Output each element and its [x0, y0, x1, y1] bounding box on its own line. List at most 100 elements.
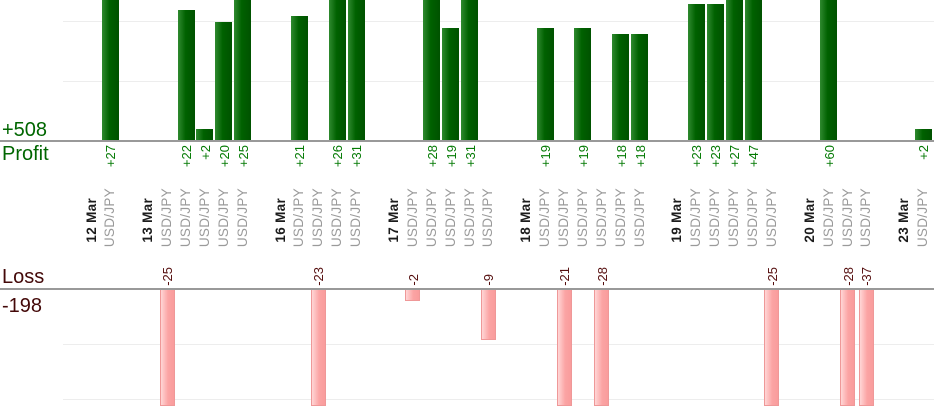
- date-label: 23 Mar: [896, 198, 912, 243]
- profit-bar: [215, 22, 233, 141]
- trade-symbol-label: USD/JPY: [159, 187, 175, 247]
- profit-bar: [612, 33, 630, 141]
- profit-bar: [442, 27, 460, 141]
- trade-value-label: -37: [859, 267, 875, 286]
- date-label: 17 Mar: [385, 198, 401, 243]
- loss-bar: [840, 290, 855, 406]
- loss-bar: [405, 290, 421, 301]
- loss-bar: [310, 290, 326, 406]
- profit-bar: [820, 0, 838, 141]
- trade-value-label: +27: [727, 145, 743, 168]
- trade-symbol-label: USD/JPY: [178, 187, 193, 247]
- trade-value-label: +2: [197, 145, 213, 160]
- trade-symbol-label: USD/JPY: [915, 187, 931, 247]
- trade-symbol-label: USD/JPY: [556, 187, 571, 247]
- loss-total-label: -198: [2, 295, 43, 317]
- trade-symbol-label: USD/JPY: [215, 187, 231, 247]
- profit-bar: [328, 0, 346, 141]
- loss-bar: [480, 290, 496, 340]
- trade-value-label: +22: [179, 145, 194, 168]
- profit-bar: [631, 33, 649, 141]
- loss-bar: [594, 290, 610, 406]
- trade-symbol-label: USD/JPY: [839, 187, 855, 247]
- trade-value-label: +21: [292, 145, 308, 168]
- trade-value-label: +26: [330, 145, 346, 168]
- trade-symbol-label: USD/JPY: [763, 187, 779, 247]
- trade-symbol-label: USD/JPY: [631, 187, 647, 247]
- trade-symbol-label: USD/JPY: [461, 187, 477, 247]
- profit-gridline: [63, 21, 934, 22]
- trade-value-label: +25: [235, 145, 251, 168]
- trade-value-label: +19: [443, 145, 459, 168]
- trade-symbol-label: USD/JPY: [858, 187, 874, 247]
- loss-bar: [159, 290, 175, 406]
- trade-symbol-label: USD/JPY: [329, 187, 345, 247]
- trade-symbol-label: USD/JPY: [234, 187, 250, 247]
- trade-value-label: +18: [613, 145, 629, 168]
- trade-symbol-label: USD/JPY: [480, 187, 496, 247]
- trade-symbol-label: USD/JPY: [593, 187, 609, 247]
- trade-symbol-label: USD/JPY: [348, 187, 364, 247]
- profit-gridline: [63, 80, 934, 82]
- profit-bar: [687, 4, 705, 141]
- trade-value-label: -9: [481, 274, 497, 286]
- trade-value-label: +20: [216, 145, 232, 168]
- loss-gridline: [63, 399, 934, 400]
- trade-value-label: +31: [462, 145, 478, 168]
- trade-value-label: +27: [103, 145, 119, 168]
- date-label: 19 Mar: [669, 198, 685, 243]
- profit-bar: [725, 0, 743, 141]
- trade-symbol-label: USD/JPY: [310, 187, 326, 247]
- trade-symbol-label: USD/JPY: [726, 187, 742, 247]
- loss-bar: [858, 290, 874, 406]
- date-label: 13 Mar: [140, 198, 156, 243]
- trade-symbol-label: USD/JPY: [707, 187, 723, 247]
- trade-value-label: +2: [916, 145, 932, 160]
- trade-value-label: +23: [708, 145, 724, 168]
- profit-bar: [234, 0, 252, 141]
- trade-value-label: +23: [689, 145, 705, 168]
- date-label: 12 Mar: [83, 198, 99, 243]
- trade-symbol-label: USD/JPY: [404, 187, 420, 247]
- trade-value-label: -21: [557, 267, 572, 286]
- trade-value-label: +28: [424, 145, 440, 168]
- trade-symbol-label: USD/JPY: [291, 187, 307, 247]
- loss-gridline: [63, 344, 934, 345]
- trade-value-label: -28: [594, 267, 610, 286]
- trade-symbol-label: USD/JPY: [537, 187, 553, 247]
- trade-symbol-label: USD/JPY: [442, 187, 458, 247]
- trade-value-label: +18: [632, 145, 648, 168]
- profit-bar: [744, 0, 762, 141]
- trade-value-label: +19: [575, 145, 591, 168]
- loss-axis-line: [0, 288, 934, 290]
- trade-symbol-label: USD/JPY: [423, 187, 439, 247]
- trade-symbol-label: USD/JPY: [612, 187, 628, 247]
- trade-value-label: -25: [160, 267, 176, 286]
- trade-value-label: -25: [764, 267, 780, 286]
- profit-bar: [290, 16, 308, 141]
- date-label: 16 Mar: [272, 198, 288, 243]
- trade-value-label: +31: [349, 145, 365, 168]
- profit-bar: [574, 27, 592, 141]
- trade-symbol-label: USD/JPY: [102, 187, 118, 247]
- trade-value-label: +19: [538, 145, 554, 168]
- trade-value-label: -23: [311, 267, 327, 286]
- date-label: 20 Mar: [801, 198, 817, 243]
- profit-bar: [536, 27, 554, 141]
- profit-bar: [177, 10, 195, 141]
- loss-bar: [764, 290, 780, 406]
- trade-value-label: +47: [746, 145, 761, 168]
- profit-axis-line: [0, 140, 934, 142]
- trade-symbol-label: USD/JPY: [196, 187, 212, 247]
- trade-symbol-label: USD/JPY: [574, 187, 590, 247]
- profit-bar: [423, 0, 441, 141]
- profit-bar: [347, 0, 365, 141]
- trade-value-label: -28: [840, 267, 856, 286]
- profit-bar: [196, 129, 214, 141]
- profit-bar: [101, 0, 119, 141]
- trade-symbol-label: USD/JPY: [688, 187, 704, 247]
- trade-value-label: -2: [405, 274, 421, 286]
- profit-section-title: Profit: [2, 143, 49, 165]
- date-label: 18 Mar: [518, 198, 534, 243]
